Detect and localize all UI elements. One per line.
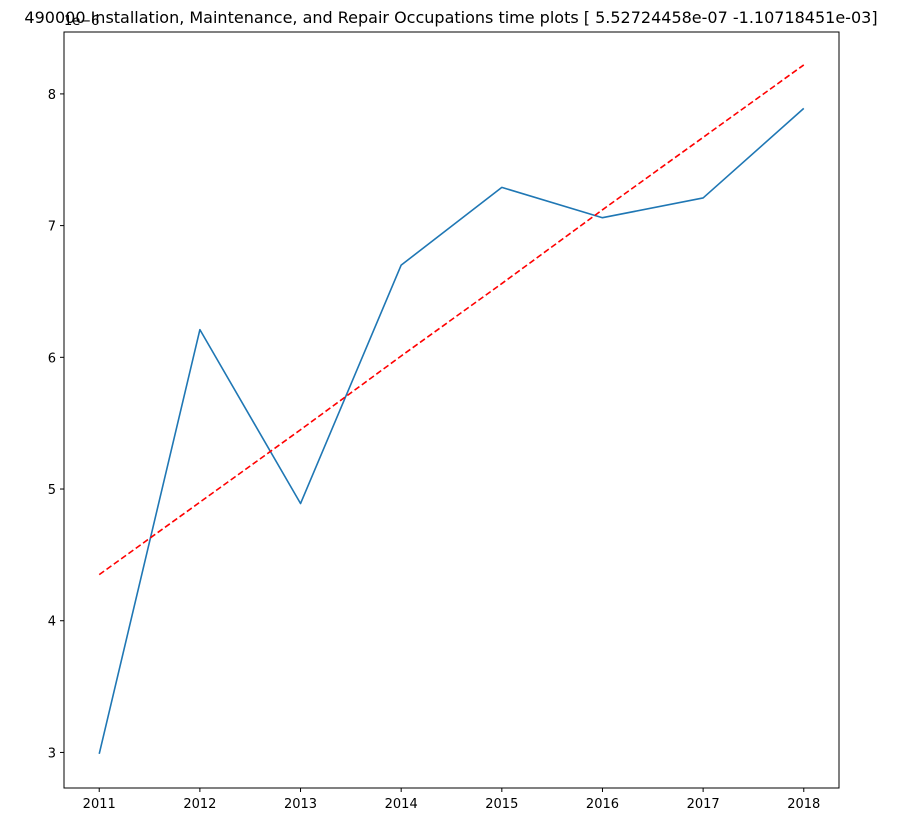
x-axis: 2011 2012 2013 2014 2015 2016 2017 2018	[83, 788, 820, 812]
series-layer	[98, 64, 805, 754]
x-tick-label: 2015	[485, 797, 518, 812]
y-tick-label: 5	[48, 483, 56, 498]
y-axis: 3 4 5 6 7 8	[48, 88, 64, 761]
x-tick-label: 2017	[687, 797, 720, 812]
y-tick-label: 4	[48, 615, 56, 630]
series-line	[98, 107, 805, 754]
y-tick-label: 8	[48, 88, 56, 103]
x-tick-label: 2014	[385, 797, 418, 812]
y-axis-offset-label: 1e−6	[64, 14, 99, 29]
x-tick-label: 2018	[787, 797, 820, 812]
chart-title: 490000 Installation, Maintenance, and Re…	[24, 8, 877, 27]
y-tick-label: 6	[48, 351, 56, 366]
y-tick-label: 3	[48, 746, 56, 761]
trend-line	[98, 64, 805, 576]
x-tick-label: 2012	[183, 797, 216, 812]
x-tick-label: 2016	[586, 797, 619, 812]
plot-area	[63, 31, 840, 789]
x-tick-label: 2011	[83, 797, 116, 812]
x-tick-label: 2013	[284, 797, 317, 812]
y-tick-label: 7	[48, 220, 56, 235]
